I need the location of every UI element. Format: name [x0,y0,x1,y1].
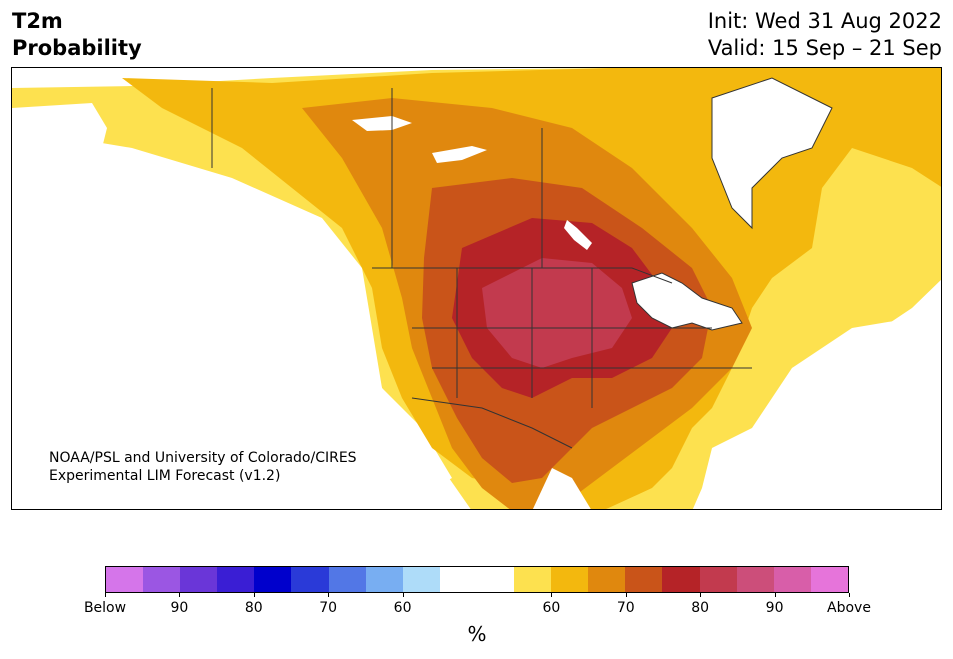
colorbar-swatch [625,567,663,592]
colorbar-tick-label: 70 [616,600,635,616]
colorbar-tick-mark [328,593,330,597]
colorbar-swatch [439,567,477,592]
colorbar-tick-label: 60 [542,600,561,616]
colorbar-unit-label: % [467,622,487,646]
great-bear-lake [432,146,487,163]
colorbar-tick-label: Above [827,600,871,616]
map-panel [11,67,942,510]
colorbar-swatch [254,567,292,592]
colorbar-swatch [143,567,181,592]
forecast-dates: Init: Wed 31 Aug 2022 Valid: 15 Sep – 21… [708,8,942,62]
lake-winnipeg [564,220,592,250]
colorbar-swatch [551,567,589,592]
colorbar-swatch [810,567,848,592]
valid-period: Valid: 15 Sep – 21 Sep [707,36,942,60]
plot-subtitle: Probability [12,36,142,60]
colorbar-tick-mark [253,593,255,597]
arctic-open-water [12,103,107,208]
credit-text: NOAA/PSL and University of Colorado/CIRE… [49,449,357,485]
colorbar-tick-label: 90 [765,600,784,616]
colorbar-swatch [699,567,737,592]
colorbar-tick-mark [700,593,702,597]
colorbar-swatch [662,567,700,592]
variable-name: T2m [12,9,63,33]
colorbar-swatch [588,567,626,592]
hudson-bay [711,77,833,230]
political-borders [211,88,752,449]
colorbar-swatch [514,567,552,592]
pacific-ocean [12,188,471,509]
probability-map [12,68,941,509]
colorbar-swatch [217,567,255,592]
colorbar-swatch [476,567,515,592]
colorbar-tick-mark [551,593,553,597]
colorbar-tick-label: 70 [319,600,338,616]
colorbar-swatch [736,567,774,592]
colorbar [105,566,849,593]
great-lakes [631,272,743,331]
colorbar-swatch [180,567,218,592]
colorbar-swatch [365,567,403,592]
canada-us-border [372,267,673,284]
colorbar-swatch [328,567,366,592]
colorbar-swatch [106,567,144,592]
prob-band-85 [482,258,632,368]
colorbar-tick-label: Below [83,600,127,616]
colorbar-tick-label: 90 [170,600,189,616]
colorbar-tick-label: 80 [691,600,710,616]
colorbar-tick-mark [849,593,850,597]
atlantic-ocean [693,299,941,509]
colorbar-swatch [291,567,329,592]
colorbar-tick-mark [625,593,627,597]
great-slave-lake [352,116,412,131]
colorbar-tick-mark [774,593,776,597]
gulf-of-mexico [532,468,591,509]
colorbar-tick-mark [105,593,106,597]
plot-title: T2m Probability [12,8,142,62]
colorbar-swatch [773,567,811,592]
colorbar-tick-label: 60 [393,600,412,616]
colorbar-swatch [402,567,440,592]
colorbar-tick-label: 80 [244,600,263,616]
mexico-border [411,397,573,449]
colorbar-tick-mark [179,593,181,597]
credit-line-1: NOAA/PSL and University of Colorado/CIRE… [49,450,357,466]
colorbar-tick-mark [402,593,404,597]
credit-line-2: Experimental LIM Forecast (v1.2) [49,468,281,484]
init-date: Init: Wed 31 Aug 2022 [707,9,942,33]
